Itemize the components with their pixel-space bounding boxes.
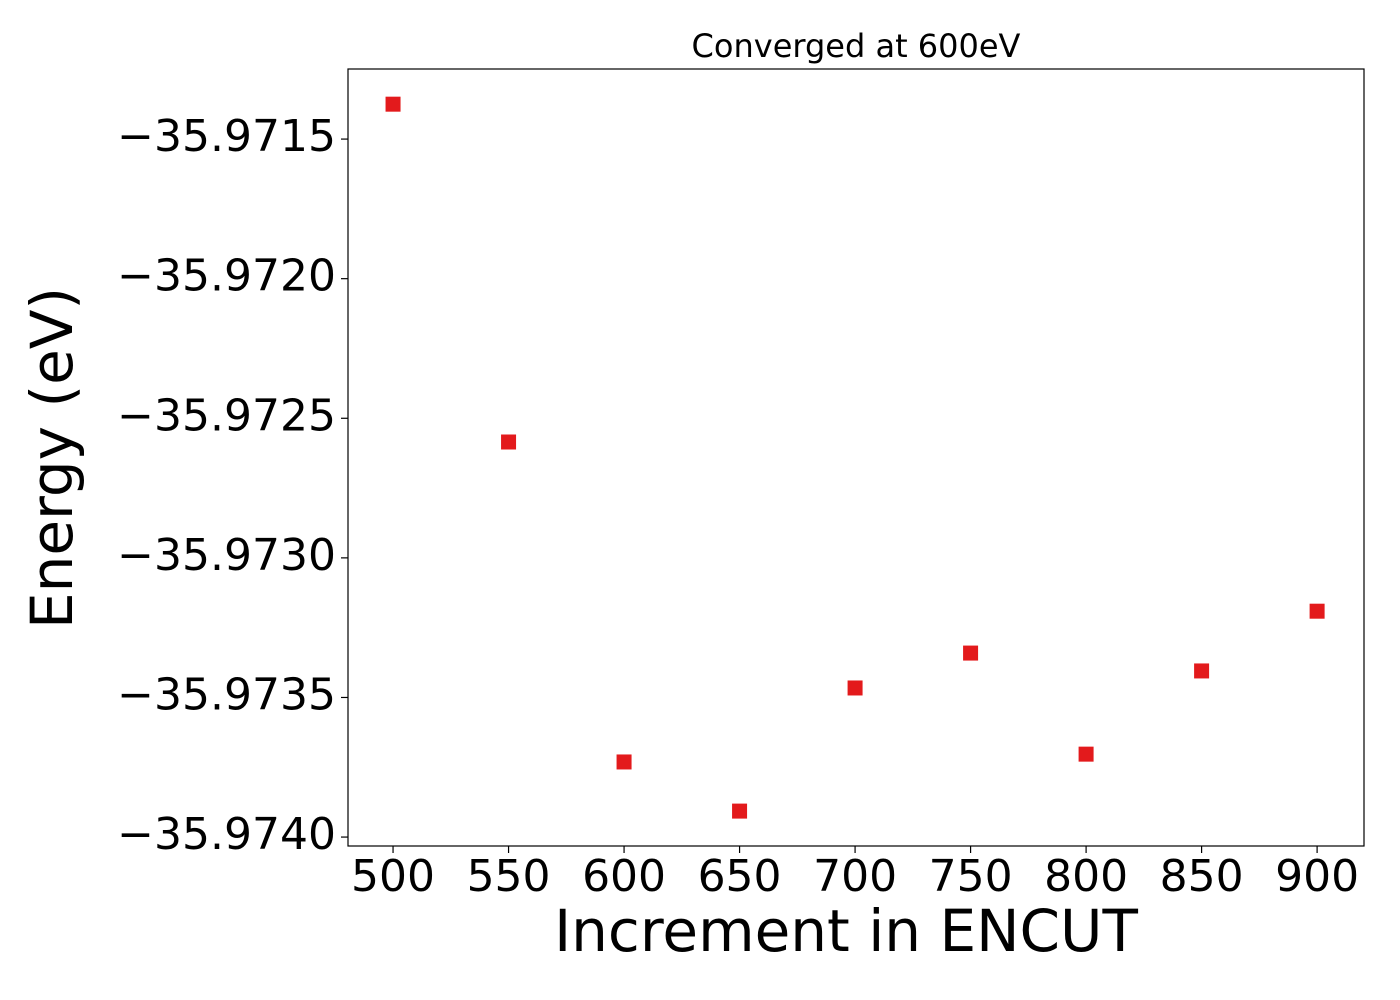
x-tick-label: 700 (813, 851, 897, 902)
data-point (616, 754, 632, 770)
x-tick-label: 500 (351, 851, 435, 902)
data-point (1194, 663, 1210, 679)
data-point (963, 645, 979, 661)
data-point (1078, 746, 1094, 762)
x-tick-label: 900 (1275, 851, 1359, 902)
data-point (732, 803, 748, 819)
y-tick-label: −35.9720 (117, 251, 336, 302)
data-point (847, 680, 863, 696)
y-tick-label: −35.9740 (117, 809, 336, 860)
data-point (385, 96, 401, 112)
x-tick-label: 800 (1044, 851, 1128, 902)
data-point (1309, 603, 1325, 619)
data-point (501, 434, 517, 450)
y-tick-label: −35.9730 (117, 530, 336, 581)
x-axis-label: Increment in ENCUT (554, 897, 1138, 965)
plot-frame (347, 68, 1365, 847)
chart-title: Converged at 600eV (692, 27, 1021, 65)
x-tick-label: 600 (582, 851, 666, 902)
x-tick-label: 550 (467, 851, 551, 902)
y-tick-label: −35.9735 (117, 669, 336, 720)
y-axis-label: Energy (eV) (18, 287, 86, 629)
x-tick-label: 750 (929, 851, 1013, 902)
y-tick-label: −35.9725 (117, 390, 336, 441)
x-tick-label: 850 (1160, 851, 1244, 902)
y-tick-label: −35.9715 (117, 111, 336, 162)
x-tick-label: 650 (698, 851, 782, 902)
